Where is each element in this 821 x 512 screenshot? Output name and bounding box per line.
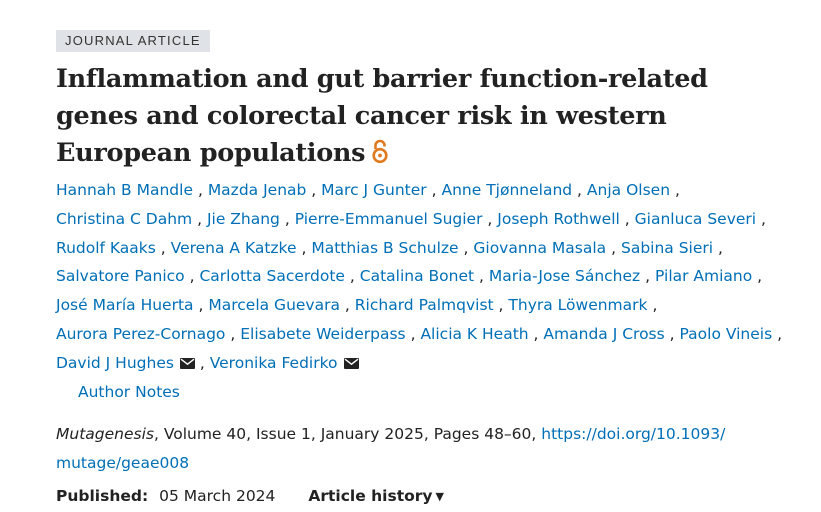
- author-separator: ,: [674, 181, 680, 199]
- author-link[interactable]: Jie Zhang: [206, 209, 280, 228]
- author-link[interactable]: Verena A Katzke: [170, 238, 297, 257]
- author-separator: ,: [284, 209, 290, 228]
- author-link[interactable]: Joseph Rothwell: [497, 209, 620, 228]
- author-separator: ,: [349, 267, 355, 286]
- open-access-lock-icon: [372, 139, 388, 164]
- author-separator: ,: [479, 267, 484, 286]
- author-link[interactable]: Richard Palmqvist: [354, 296, 494, 315]
- author-link[interactable]: Anja Olsen: [586, 181, 671, 199]
- author-separator: ,: [761, 209, 766, 228]
- article-title: Inflammation and gut barrier function-re…: [56, 61, 796, 172]
- author-link[interactable]: Alicia K Heath: [420, 324, 529, 343]
- author-link[interactable]: Gianluca Severi: [634, 209, 757, 228]
- author-separator: ,: [463, 238, 469, 257]
- author-link[interactable]: Giovanna Masala: [473, 238, 607, 257]
- triangle-down-icon[interactable]: ▼: [435, 490, 444, 504]
- author-link[interactable]: Catalina Bonet: [359, 267, 475, 286]
- published-date: 05 March 2024: [159, 487, 276, 506]
- author-link[interactable]: Aurora Perez-Cornago: [56, 324, 226, 343]
- author-link[interactable]: Sabina Sieri: [620, 238, 714, 257]
- doi-link-part2[interactable]: mutage/geae008: [56, 454, 190, 473]
- citation-details: , Volume 40, Issue 1, January 2025, Page…: [153, 425, 542, 444]
- article-title-text: Inflammation and gut barrier function-re…: [56, 64, 708, 168]
- envelope-icon[interactable]: [343, 357, 359, 369]
- author-separator: ,: [498, 296, 504, 315]
- author-list: Hannah B Mandle , Mazda Jenab , Marc J G…: [56, 176, 796, 406]
- author-link[interactable]: Hannah B Mandle: [56, 181, 193, 199]
- envelope-icon[interactable]: [179, 357, 195, 369]
- author-link[interactable]: Veronika Fedirko: [209, 353, 338, 372]
- author-link[interactable]: Marc J Gunter: [321, 181, 427, 199]
- author-separator: ,: [777, 324, 783, 343]
- article-header: JOURNAL ARTICLE Inflammation and gut bar…: [56, 30, 796, 509]
- author-link[interactable]: Amanda J Cross: [543, 324, 665, 343]
- author-separator: ,: [652, 296, 658, 315]
- article-history-toggle[interactable]: Article history ▼: [308, 487, 444, 505]
- author-separator: ,: [197, 209, 203, 228]
- author-separator: ,: [757, 267, 763, 286]
- doi-link[interactable]: https://doi.org/10.1093/mutage/geae008: [56, 425, 725, 472]
- author-separator: ,: [669, 324, 675, 343]
- author-separator: ,: [431, 181, 437, 199]
- author-separator: ,: [611, 238, 617, 257]
- author-separator: ,: [160, 238, 166, 257]
- author-separator: ,: [311, 181, 317, 199]
- citation: Mutagenesis, Volume 40, Issue 1, January…: [56, 420, 796, 478]
- doi-link-part1[interactable]: https://doi.org/10.1093/: [541, 425, 726, 444]
- author-separator: ,: [645, 267, 651, 286]
- author-separator: ,: [198, 296, 204, 315]
- author-link[interactable]: Maria-Jose Sánchez: [488, 267, 641, 286]
- author-separator: ,: [410, 324, 416, 343]
- publication-info: Published: 05 March 2024 Article history…: [56, 484, 796, 509]
- author-link[interactable]: Pilar Amiano: [655, 267, 753, 286]
- author-separator: ,: [189, 267, 195, 286]
- author-separator: ,: [197, 181, 203, 199]
- author-separator: ,: [577, 181, 582, 199]
- published-label: Published:: [56, 487, 149, 506]
- author-link[interactable]: David J Hughes: [56, 353, 174, 372]
- author-link[interactable]: Rudolf Kaaks: [56, 238, 156, 257]
- author-separator: ,: [533, 324, 539, 343]
- author-link[interactable]: Matthias B Schulze: [311, 238, 459, 257]
- author-link[interactable]: Elisabete Weiderpass: [240, 324, 406, 343]
- author-link[interactable]: Anne Tjønneland: [441, 181, 573, 199]
- author-separator: ,: [487, 209, 493, 228]
- article-history-label[interactable]: Article history: [308, 487, 433, 506]
- author-link[interactable]: Salvatore Panico: [56, 267, 185, 286]
- author-link[interactable]: Marcela Guevara: [208, 296, 340, 315]
- author-separator: ,: [199, 353, 205, 372]
- journal-name[interactable]: Mutagenesis: [56, 425, 154, 444]
- author-link[interactable]: Paolo Vineis: [679, 324, 773, 343]
- author-link[interactable]: Christina C Dahm: [56, 209, 193, 228]
- author-separator: ,: [718, 238, 723, 257]
- author-separator: ,: [301, 238, 307, 257]
- author-link[interactable]: Pierre-Emmanuel Sugier: [294, 209, 483, 228]
- author-link[interactable]: José María Huerta: [56, 296, 194, 315]
- author-separator: ,: [344, 296, 350, 315]
- author-separator: ,: [230, 324, 236, 343]
- author-link[interactable]: Mazda Jenab: [207, 181, 307, 199]
- author-link[interactable]: Thyra Löwenmark: [508, 296, 648, 315]
- author-link[interactable]: Carlotta Sacerdote: [199, 267, 345, 286]
- author-separator: ,: [624, 209, 630, 228]
- author-notes-link[interactable]: Author Notes: [78, 382, 180, 401]
- article-type-badge: JOURNAL ARTICLE: [56, 30, 210, 52]
